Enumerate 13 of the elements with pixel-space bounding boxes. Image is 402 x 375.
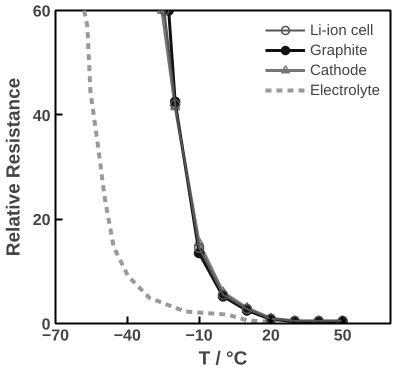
y-axis-title: Relative Resistance (4, 78, 25, 256)
x-tick-label: −40 (114, 328, 141, 344)
legend-label: Electrolyte (310, 82, 380, 98)
y-tick-label: 40 (32, 108, 51, 125)
x-tick-label: 20 (262, 328, 280, 344)
legend-label: Graphite (310, 42, 368, 58)
legend-label: Cathode (310, 62, 367, 78)
x-tick-label: −10 (186, 328, 213, 344)
x-axis-title: T / °C (198, 348, 248, 370)
y-tick-label: 60 (32, 4, 51, 20)
x-tick-label: 50 (334, 328, 352, 344)
y-tick-label: 20 (32, 212, 51, 230)
legend-label: Li-ion cell (310, 22, 374, 38)
